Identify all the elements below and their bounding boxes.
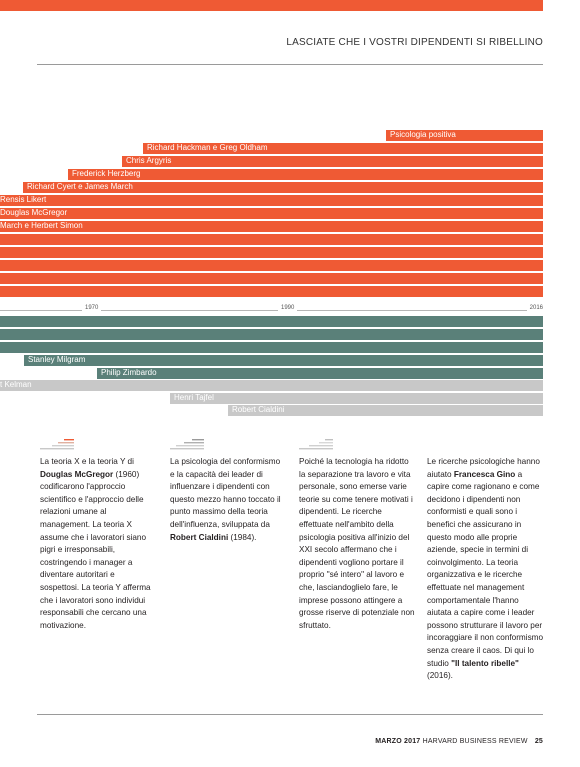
- text-run: Le ricerche psicologiche hanno aiutato: [427, 457, 540, 479]
- timeline-bar-orange: [0, 247, 543, 258]
- axis-line: [0, 310, 543, 311]
- footer-rule: [37, 714, 543, 715]
- timeline-bar-orange: Psicologia positiva: [386, 130, 543, 141]
- timeline-bar-teal: Stanley Milgram: [24, 355, 543, 366]
- timeline-bar-teal: [0, 329, 543, 340]
- bold-run: Douglas McGregor: [40, 469, 114, 479]
- timeline-bar-label: Henri Tajfel: [174, 393, 214, 402]
- bold-run: Francesca Gino: [453, 469, 516, 479]
- timeline-bar-teal: [0, 342, 543, 353]
- text-column-2: La psicologia del conformismo e la capac…: [170, 456, 286, 544]
- timeline-bar-orange: Rensis Likert: [0, 195, 543, 206]
- timeline-bar-teal: [0, 316, 543, 327]
- timeline-mini-icon: [299, 439, 333, 450]
- timeline-bar-label: Richard Cyert e James March: [27, 182, 133, 191]
- axis-tick-2016: 2016: [526, 305, 546, 311]
- timeline-bar-orange: Richard Cyert e James March: [23, 182, 543, 193]
- text-column-4: Le ricerche psicologiche hanno aiutato F…: [427, 456, 545, 683]
- timeline-bar-orange: Douglas McGregor: [0, 208, 543, 219]
- timeline-bar-label: Richard Hackman e Greg Oldham: [147, 143, 268, 152]
- bold-run: Robert Cialdini: [170, 532, 229, 542]
- text-column-3: Poiché la tecnologia ha ridotto la separ…: [299, 456, 415, 632]
- running-header: LASCIATE CHE I VOSTRI DIPENDENTI SI RIBE…: [286, 37, 543, 48]
- text-column-1: La teoria X e la teoria Y di Douglas McG…: [40, 456, 156, 632]
- timeline-bar-label: Philip Zimbardo: [101, 368, 157, 377]
- text-run: (2016).: [427, 671, 453, 681]
- axis-tick-1990: 1990: [278, 305, 298, 311]
- timeline-bar-grey: Robert Cialdini: [228, 405, 543, 416]
- text-run: a capire come ragionano e come decidono …: [427, 469, 544, 668]
- axis-tick-1970: 1970: [82, 305, 102, 311]
- timeline-bar-label: Frederick Herzberg: [72, 169, 141, 178]
- timeline-bar-teal: Philip Zimbardo: [97, 368, 543, 379]
- bold-run: "Il talento ribelle": [451, 658, 519, 668]
- timeline-bar-label: Chris Argyris: [126, 156, 172, 165]
- timeline-bar-orange: Chris Argyris: [122, 156, 543, 167]
- timeline-axis: 1970 1990 2016: [0, 304, 546, 316]
- text-run: La teoria X e la teoria Y di: [40, 457, 134, 466]
- timeline-bar-orange: [0, 273, 543, 284]
- timeline-bar-label: Stanley Milgram: [28, 355, 86, 364]
- timeline-bar-label: March e Herbert Simon: [0, 221, 83, 230]
- footer-magazine: HARVARD BUSINESS REVIEW: [422, 738, 528, 745]
- timeline-bar-orange: [0, 286, 543, 297]
- text-run: (1960) codificarono l'approccio scientif…: [40, 469, 151, 630]
- timeline-bar-orange: Richard Hackman e Greg Oldham: [143, 143, 543, 154]
- timeline-bar-label: Robert Cialdini: [232, 405, 285, 414]
- timeline-bar-grey: t Kelman: [0, 380, 543, 391]
- timeline-bar-orange: Frederick Herzberg: [68, 169, 543, 180]
- timeline-bar-label: t Kelman: [0, 380, 32, 389]
- timeline-mini-icon: [40, 439, 74, 450]
- timeline-bar-label: Rensis Likert: [0, 195, 47, 204]
- timeline-bar-orange: [0, 0, 543, 11]
- timeline-bar-grey: Henri Tajfel: [170, 393, 543, 404]
- timeline-bar-orange: March e Herbert Simon: [0, 221, 543, 232]
- page-footer: MARZO 2017 HARVARD BUSINESS REVIEW 25: [375, 738, 543, 745]
- timeline-bar-label: Psicologia positiva: [390, 130, 456, 139]
- header-rule: [37, 64, 543, 65]
- text-run: (1984).: [228, 532, 257, 542]
- page-number: 25: [534, 738, 543, 745]
- timeline-bar-orange: [0, 260, 543, 271]
- timeline-mini-icon: [170, 439, 204, 450]
- timeline-bar-label: Douglas McGregor: [0, 208, 68, 217]
- footer-issue: MARZO 2017: [375, 738, 421, 745]
- text-run: Poiché la tecnologia ha ridotto la separ…: [299, 457, 415, 630]
- timeline-bar-orange: [0, 234, 543, 245]
- text-run: La psicologia del conformismo e la capac…: [170, 457, 281, 529]
